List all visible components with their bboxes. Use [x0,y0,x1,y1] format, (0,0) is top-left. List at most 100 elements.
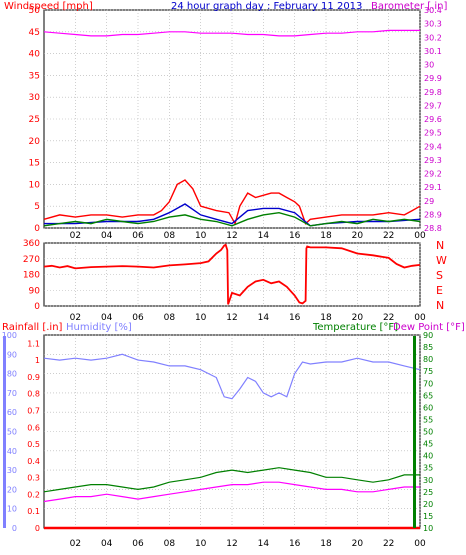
temperature-tick-label: 65 [423,391,433,400]
x-tick-label: 18 [320,231,332,241]
rainfall-tick-label: 0 [35,524,40,533]
x-tick-label: 00 [414,539,426,549]
x-tick-label: 20 [352,231,364,241]
temperature-tick-label: 10 [423,524,433,533]
temperature-tick-label: 60 [423,403,433,412]
barometer-tick-label: 29.2 [424,170,442,179]
windspeed-gust-line [43,179,421,226]
x-tick-label: 10 [195,231,207,241]
x-tick-label: 02 [70,539,81,549]
humidity-tick-label: 0 [12,524,17,533]
x-tick-label: 08 [164,539,176,549]
x-tick-label: 08 [164,313,176,323]
chart-title: 24 hour graph day : February 11 2013 [171,1,362,12]
x-tick-label: 20 [352,539,364,549]
x-tick-label: 00 [414,231,426,241]
wind-direction-line [43,243,421,305]
humidity-axis-ticks: 0 10 20 30 40 50 60 70 80 90 100 [2,331,17,533]
barometer-tick-label: 28.8 [424,224,442,233]
x-tick-label: 22 [383,313,394,323]
windspeed-tick-label: 15 [29,159,40,169]
windspeed-axis-label: Windspeed [mph] [4,1,93,12]
rainfall-tick-label: 1.1 [27,339,40,348]
rainfall-tick-label: 1 [35,356,40,365]
temperature-tick-label: 15 [423,512,433,521]
barometer-tick-label: 29.9 [424,74,442,83]
barometer-axis-label: Barometer [.in] [371,1,447,12]
x-tick-label: 16 [289,231,301,241]
compass-label: N [436,239,444,252]
x-tick-label: 08 [164,231,176,241]
x-tick-label: 12 [226,539,237,549]
barometer-tick-label: 29.3 [424,156,442,165]
barometer-line [43,29,420,37]
rainfall-tick-label: 0.9 [27,373,40,382]
barometer-tick-label: 29.7 [424,101,442,110]
wind-panel-grid [44,9,421,229]
temperature-axis-bar [413,336,416,528]
temperature-tick-label: 20 [423,500,433,509]
humidity-tick-label: 20 [7,485,17,494]
direction-degree-ticks: 0 90 180 270 360 [23,239,40,312]
x-tick-label: 14 [258,313,270,323]
x-tick-label: 22 [383,539,394,549]
x-tick-label: 04 [101,313,113,323]
windspeed-axis-ticks: 0 5 10 15 20 25 30 35 40 45 50 [29,6,41,234]
barometer-tick-label: 29.5 [424,129,442,138]
compass-label: S [436,269,443,282]
rainfall-axis-label: Rainfall [.in] [2,322,63,333]
temperature-tick-label: 40 [423,452,433,461]
windspeed-line [43,211,421,227]
direction-panel-series [43,243,421,305]
temperature-tick-label: 70 [423,379,433,388]
direction-panel-x-ticks: 02 04 06 08 10 12 14 16 18 20 22 00 [70,313,426,323]
humidity-axis-label: Humidity [%] [66,322,132,333]
x-tick-label: 10 [195,313,207,323]
temperature-tick-label: 50 [423,428,433,437]
rainfall-tick-label: 0.1 [27,507,40,516]
dewpoint-axis-label: Dew Point [°F] [393,322,465,333]
humidity-tick-label: 90 [7,350,17,359]
temperature-tick-label: 35 [423,464,433,473]
wind-panel-x-ticks: 02 04 06 08 10 12 14 16 18 20 22 00 [70,231,426,241]
direction-tick-label: 180 [23,271,40,281]
humidity-tick-label: 30 [7,466,17,475]
x-tick-label: 12 [226,313,237,323]
x-tick-label: 14 [258,539,270,549]
x-tick-label: 02 [70,313,81,323]
temperature-tick-label: 80 [423,355,433,364]
windspeed-tick-label: 30 [29,93,41,103]
windspeed-tick-label: 45 [29,28,40,38]
temperature-tick-label: 25 [423,488,433,497]
humidity-tick-label: 50 [7,428,17,437]
barometer-tick-label: 30.4 [424,6,442,15]
x-tick-label: 04 [101,539,113,549]
barometer-tick-label: 29.6 [424,115,442,124]
x-tick-label: 18 [320,539,332,549]
rainfall-tick-label: 0.6 [27,423,40,432]
barometer-tick-label: 30.2 [424,33,442,42]
x-tick-label: 04 [101,231,113,241]
rainfall-tick-label: 0.5 [27,440,40,449]
x-tick-label: 22 [383,231,394,241]
compass-label: W [436,254,447,267]
direction-tick-label: 360 [23,239,40,249]
temperature-tick-label: 55 [423,415,433,424]
humidity-tick-label: 80 [7,370,17,379]
barometer-tick-label: 30.1 [424,47,442,56]
temperature-axis-ticks: 10 15 20 25 30 35 40 45 50 55 60 65 70 75 80 85 90 [423,331,433,533]
barometer-tick-label: 30.3 [424,20,442,29]
direction-tick-label: 0 [34,302,40,312]
temp-panel-series [43,353,421,530]
x-tick-label: 10 [195,539,207,549]
x-tick-label: 16 [289,539,301,549]
barometer-tick-label: 30 [424,61,434,70]
windspeed-tick-label: 10 [29,180,41,190]
humidity-tick-label: 60 [7,408,17,417]
humidity-tick-label: 100 [2,331,17,340]
